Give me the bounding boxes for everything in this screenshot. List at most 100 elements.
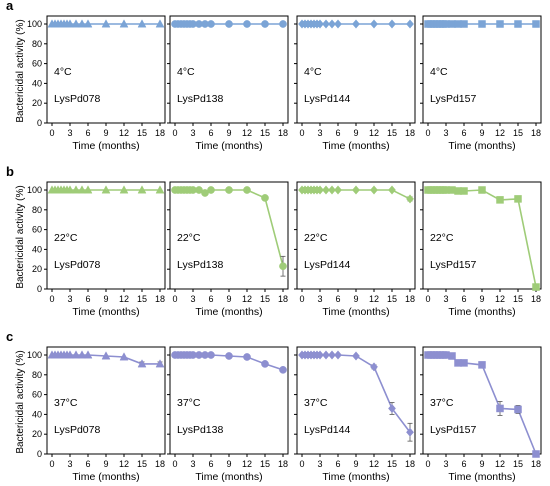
data-point [261,360,269,368]
x-tick-label: 18 [278,128,288,138]
data-point [207,186,215,194]
data-point [388,19,396,29]
data-point [328,185,336,195]
data-point [261,194,269,202]
x-tick-label: 15 [513,128,523,138]
panel-c-LysPd157: 0 3 6 9 12 15 18 Time (months) 37°C LysPd157 [420,346,542,483]
lysin-label: LysPd138 [177,424,223,436]
lysin-label: LysPd078 [54,424,100,436]
panel-b-LysPd144: 0 3 6 9 12 15 18 Time (months) 22°C LysPd144 [294,181,416,318]
data-point [478,361,486,369]
data-point [352,19,360,29]
panel-a-LysPd078: 0 20 40 60 80 100 0 3 6 9 12 15 18 Time (months) 4°C Ly… [27,15,166,152]
x-tick-label: 0 [425,128,430,138]
data-point [496,196,504,204]
lysin-label: LysPd144 [304,93,350,105]
x-axis-label: Time (months) [448,140,515,152]
x-tick-label: 0 [299,459,304,469]
y-tick-label: 60 [32,390,42,400]
data-point [261,20,269,28]
data-point [279,262,287,271]
x-tick-label: 3 [67,459,72,469]
lysin-label: LysPd157 [430,259,476,271]
x-tick-label: 9 [479,128,484,138]
x-tick-label: 0 [425,459,430,469]
data-point [83,185,93,194]
x-tick-label: 15 [513,459,523,469]
temperature-label: 37°C [304,397,328,409]
x-tick-label: 15 [260,294,270,304]
series-line [175,189,284,267]
panel-c-LysPd138: 0 3 6 9 12 15 18 Time (months) 37°C LysPd138 [167,346,289,483]
data-point [496,20,504,28]
lysin-label: LysPd078 [54,93,100,105]
x-tick-label: 9 [479,294,484,304]
temperature-label: 4°C [430,66,448,78]
panel-b-LysPd157: 0 3 6 9 12 15 18 Time (months) 22°C LysPd157 [420,181,542,318]
y-tick-label: 100 [27,185,42,195]
data-point [71,19,81,28]
data-point [514,20,522,28]
data-point [65,19,75,28]
x-axis-label: Time (months) [448,306,515,318]
y-tick-label: 80 [32,39,42,49]
x-tick-label: 12 [242,294,252,304]
x-tick-label: 3 [317,294,322,304]
x-tick-label: 0 [49,128,54,138]
x-tick-label: 3 [443,294,448,304]
data-point [370,19,378,29]
x-tick-label: 3 [443,459,448,469]
data-point [65,185,75,194]
data-point [352,185,360,195]
panel-a-LysPd157: 0 3 6 9 12 15 18 Time (months) 4°C LysPd157 [420,15,542,152]
data-point [532,450,540,458]
x-tick-label: 0 [425,294,430,304]
y-tick-label: 100 [27,350,42,360]
x-tick-label: 15 [260,459,270,469]
x-tick-label: 0 [299,128,304,138]
x-tick-label: 18 [531,459,541,469]
data-point [448,352,456,360]
data-point [65,350,75,359]
data-point [77,185,87,194]
y-tick-label: 20 [32,264,42,274]
data-point [137,359,147,368]
data-point [316,185,324,195]
x-tick-label: 9 [353,294,358,304]
x-tick-label: 9 [103,128,108,138]
lysin-label: LysPd144 [304,259,350,271]
temperature-label: 4°C [177,66,195,78]
y-axis-label-row-c: Bactericidal activity (%) [15,350,26,453]
data-point [137,185,147,194]
x-tick-label: 12 [369,128,379,138]
temperature-label: 37°C [430,397,454,409]
data-point [406,427,414,437]
y-axis-label-row-b: Bactericidal activity (%) [15,185,26,288]
x-tick-label: 15 [387,459,397,469]
data-point [322,185,330,195]
data-point [137,19,147,28]
x-tick-label: 3 [190,128,195,138]
x-tick-label: 0 [172,294,177,304]
x-tick-label: 12 [119,128,129,138]
data-point [77,19,87,28]
x-tick-label: 6 [335,294,340,304]
data-point [388,185,396,195]
x-tick-label: 15 [260,128,270,138]
x-tick-label: 12 [242,459,252,469]
data-point [71,350,81,359]
data-point [460,20,468,28]
x-tick-label: 6 [208,128,213,138]
x-tick-label: 3 [67,128,72,138]
x-tick-label: 6 [208,294,213,304]
y-tick-label: 0 [37,118,42,128]
x-tick-label: 12 [495,128,505,138]
x-tick-label: 6 [461,294,466,304]
data-point [496,404,504,413]
y-tick-label: 80 [32,370,42,380]
data-point [207,351,215,359]
y-tick-label: 0 [37,284,42,294]
x-tick-label: 18 [278,294,288,304]
data-point [514,405,522,414]
data-point [370,362,378,372]
